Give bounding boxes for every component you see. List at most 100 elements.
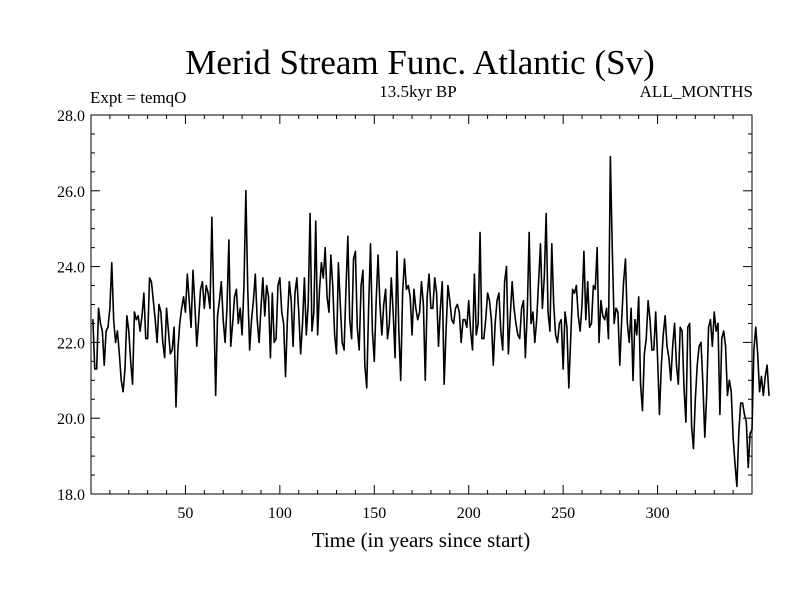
data-point	[286, 318, 289, 321]
data-point	[411, 334, 413, 336]
data-point	[343, 349, 345, 351]
data-point	[739, 402, 742, 404]
data-point	[284, 375, 287, 378]
data-point	[760, 375, 763, 378]
data-point	[182, 296, 185, 298]
data-point	[449, 300, 451, 302]
data-point	[92, 318, 94, 321]
data-point	[230, 345, 232, 347]
data-point	[738, 432, 740, 435]
data-point	[107, 326, 109, 328]
data-point	[337, 262, 340, 264]
data-point	[509, 315, 511, 317]
data-point	[396, 250, 398, 253]
data-point	[505, 265, 508, 268]
data-point	[318, 288, 321, 291]
data-point	[247, 288, 249, 291]
data-point	[464, 318, 466, 321]
data-point	[349, 318, 351, 321]
data-point	[553, 303, 555, 306]
data-point	[101, 330, 104, 332]
data-point	[577, 315, 579, 317]
data-point	[624, 258, 627, 260]
y-tick-label: 26.0	[57, 184, 85, 201]
data-point	[394, 356, 396, 359]
data-point	[301, 322, 304, 325]
axis-ticks	[91, 114, 752, 495]
data-point	[226, 307, 228, 309]
data-point	[705, 394, 708, 397]
data-point	[373, 360, 375, 363]
data-point	[671, 345, 674, 347]
data-point	[528, 231, 530, 234]
data-point	[713, 311, 715, 313]
data-point	[298, 311, 300, 313]
data-point	[341, 341, 343, 344]
data-point	[494, 322, 496, 325]
data-point	[237, 322, 240, 325]
data-point	[607, 337, 610, 340]
data-point	[169, 353, 172, 355]
data-point	[517, 334, 519, 336]
x-axis-labels: 50 100 150 200 250 300	[177, 505, 669, 522]
data-point	[390, 277, 392, 279]
data-point	[154, 318, 156, 321]
data-point	[566, 326, 568, 328]
chart-title: Merid Stream Func. Atlantic (Sv)	[185, 43, 655, 82]
y-axis-labels: 18.0 20.0 22.0 24.0 26.0 28.0	[57, 108, 85, 504]
data-point	[129, 360, 132, 363]
data-point	[332, 284, 334, 287]
data-point	[637, 296, 640, 298]
data-point	[384, 288, 387, 291]
period-label: 13.5kyr BP	[379, 82, 456, 101]
data-point	[456, 303, 459, 306]
data-point	[322, 277, 324, 279]
data-point	[177, 349, 179, 351]
data-point	[660, 364, 663, 366]
data-point	[415, 307, 417, 309]
data-point	[745, 421, 748, 423]
data-point	[583, 250, 585, 253]
data-point	[441, 281, 443, 283]
data-point	[726, 394, 729, 397]
data-point	[534, 341, 536, 344]
data-point	[426, 296, 428, 298]
data-point	[133, 311, 136, 313]
data-point	[233, 296, 236, 298]
data-point	[248, 349, 251, 351]
data-point	[562, 368, 564, 370]
x-tick-label: 150	[362, 505, 386, 522]
data-point	[228, 239, 230, 241]
data-point	[271, 292, 273, 294]
data-point	[207, 292, 209, 294]
data-point	[413, 288, 415, 291]
data-point	[141, 315, 143, 317]
data-point	[194, 303, 196, 306]
data-point	[721, 337, 723, 340]
data-point	[511, 281, 513, 283]
data-point	[347, 235, 349, 237]
data-point	[654, 311, 657, 313]
data-point	[218, 300, 221, 302]
data-point	[250, 318, 253, 321]
data-point	[653, 349, 655, 351]
data-point	[160, 311, 162, 313]
data-point	[658, 413, 661, 416]
data-point	[273, 341, 275, 344]
data-point	[702, 383, 704, 385]
data-point	[213, 303, 215, 306]
data-point	[451, 318, 453, 321]
x-tick-label: 300	[646, 505, 670, 522]
data-point	[241, 334, 243, 336]
data-point	[435, 292, 438, 294]
data-point	[496, 300, 498, 302]
data-point	[424, 379, 426, 381]
data-point	[313, 311, 315, 313]
data-point	[753, 349, 755, 351]
data-point	[570, 337, 572, 340]
data-point	[751, 428, 753, 431]
data-point	[434, 277, 436, 279]
data-point	[696, 364, 698, 366]
data-point	[309, 212, 311, 215]
